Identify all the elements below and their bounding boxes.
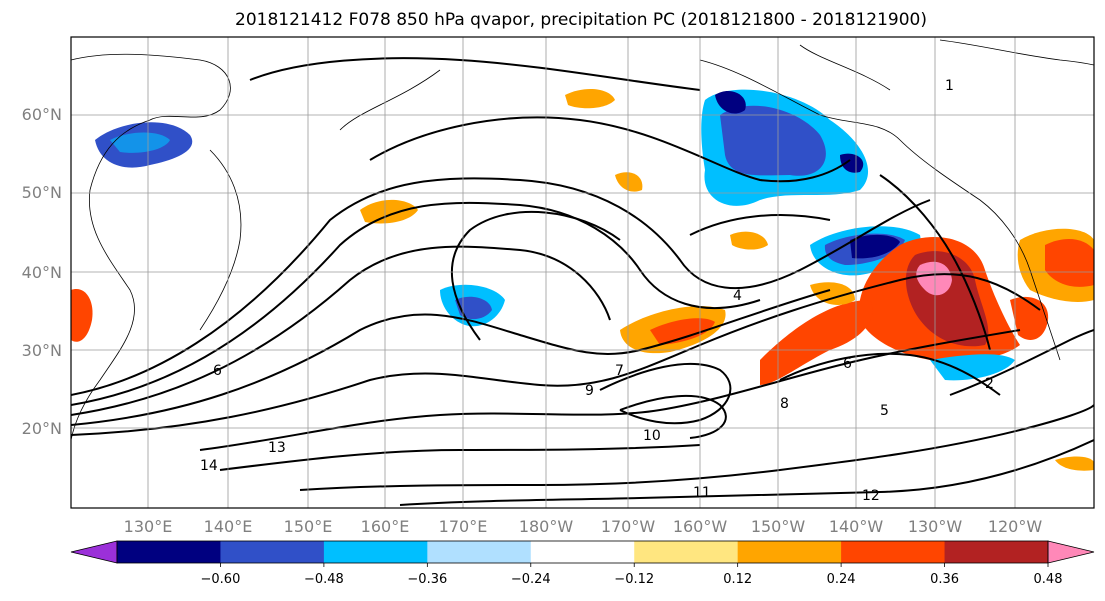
- y-tick-label: 30°N: [22, 341, 62, 360]
- y-tick-label: 60°N: [22, 105, 62, 124]
- y-tick-label: 50°N: [22, 183, 62, 202]
- anomaly-region: [650, 318, 715, 345]
- x-tick-label: 160°E: [361, 517, 410, 536]
- contour-label: 5: [880, 403, 889, 419]
- colorbar-segment: [841, 541, 946, 563]
- contour-label: 14: [200, 458, 218, 474]
- x-tick-label: 150°W: [751, 517, 806, 536]
- x-tick-label: 150°E: [284, 517, 333, 536]
- colorbar-tick-label: −0.24: [511, 572, 551, 587]
- colorbar-segment: [323, 541, 428, 563]
- contour-lines: [71, 57, 1094, 506]
- x-tick-label: 140°E: [204, 517, 253, 536]
- anomaly-region: [916, 261, 952, 296]
- anomaly-region: [360, 199, 418, 224]
- contour-label: 13: [268, 440, 286, 456]
- contour-label: 1: [945, 78, 954, 94]
- anomaly-region: [1055, 456, 1094, 471]
- y-tick-label: 20°N: [22, 419, 62, 438]
- contour-label: 6: [213, 363, 222, 379]
- colorbar-segment: [530, 541, 635, 563]
- colorbar-tick-label: 0.12: [723, 572, 752, 587]
- colorbar-segment: [634, 541, 739, 563]
- contour-label: 7: [615, 363, 624, 379]
- colorbar-frame: [116, 540, 1049, 564]
- anomaly-region: [720, 105, 826, 176]
- anomaly-region: [715, 90, 746, 114]
- anomaly-region: [615, 172, 643, 192]
- x-tick-label: 180°W: [519, 517, 574, 536]
- gridlines: [71, 37, 1094, 508]
- map-panel: 2 1 4 6 5 7 8 9 10 11 12 13 14 6 130°E 1…: [22, 36, 1095, 536]
- colorbar-segment: [944, 541, 1049, 563]
- anomaly-region: [730, 231, 768, 250]
- colorbar-segment: [427, 541, 532, 563]
- colorbar-tick-label: 0.36: [930, 572, 959, 587]
- anomaly-region: [840, 153, 864, 173]
- chart-title: 2018121412 F078 850 hPa qvapor, precipit…: [235, 10, 927, 30]
- colorbar: [70, 540, 1095, 564]
- anomaly-region: [71, 289, 93, 342]
- contour-label: 12: [862, 488, 880, 504]
- colorbar-tick-label: −0.60: [201, 572, 241, 587]
- x-tick-label: 130°E: [124, 517, 173, 536]
- y-axis-labels: 20°N 30°N 40°N 50°N 60°N: [22, 105, 62, 438]
- y-tick-label: 40°N: [22, 263, 62, 282]
- anomaly-region: [850, 234, 900, 259]
- colorbar-extend-low: [70, 540, 118, 564]
- colorbar-tick-label: 0.48: [1034, 572, 1063, 587]
- colorbar-segment: [117, 541, 221, 563]
- colorbar-extend-high: [1047, 540, 1095, 564]
- contour-label: 2: [985, 376, 994, 392]
- colorbar-segment: [737, 541, 842, 563]
- anomaly-region: [1045, 238, 1094, 287]
- x-tick-label: 160°W: [673, 517, 728, 536]
- contour-label: 9: [585, 383, 594, 399]
- x-tick-label: 130°W: [908, 517, 963, 536]
- contour-label: 10: [643, 428, 661, 444]
- colorbar-segment: [220, 541, 325, 563]
- x-tick-label: 140°W: [829, 517, 884, 536]
- colorbar-tick-label: 0.24: [827, 572, 856, 587]
- colorbar-labels: −0.60 −0.48 −0.36 −0.24 −0.12 0.12 0.24 0.36 0.4…: [201, 563, 1063, 587]
- contour-label: 11: [693, 485, 711, 501]
- x-tick-label: 120°W: [988, 517, 1043, 536]
- colorbar-tick-label: −0.48: [304, 572, 344, 587]
- coastlines: [71, 39, 1094, 441]
- anomaly-region: [810, 282, 855, 305]
- contour-label: 8: [780, 396, 789, 412]
- anomaly-region: [760, 300, 873, 385]
- contour-label: 4: [733, 288, 742, 304]
- anomaly-region: [565, 88, 615, 109]
- x-tick-label: 170°W: [601, 517, 656, 536]
- anomaly-region: [930, 354, 1015, 381]
- map-frame: [70, 36, 1095, 509]
- x-tick-label: 170°E: [439, 517, 488, 536]
- contour-label: 6: [843, 356, 852, 372]
- colorbar-tick-label: −0.12: [614, 572, 654, 587]
- contour-labels: 2 1 4 6 5 7 8 9 10 11 12 13 14 6: [200, 78, 994, 504]
- anomaly-region: [110, 132, 170, 153]
- x-axis-labels: 130°E 140°E 150°E 160°E 170°E 180°W 170°…: [124, 517, 1043, 536]
- colorbar-tick-label: −0.36: [407, 572, 447, 587]
